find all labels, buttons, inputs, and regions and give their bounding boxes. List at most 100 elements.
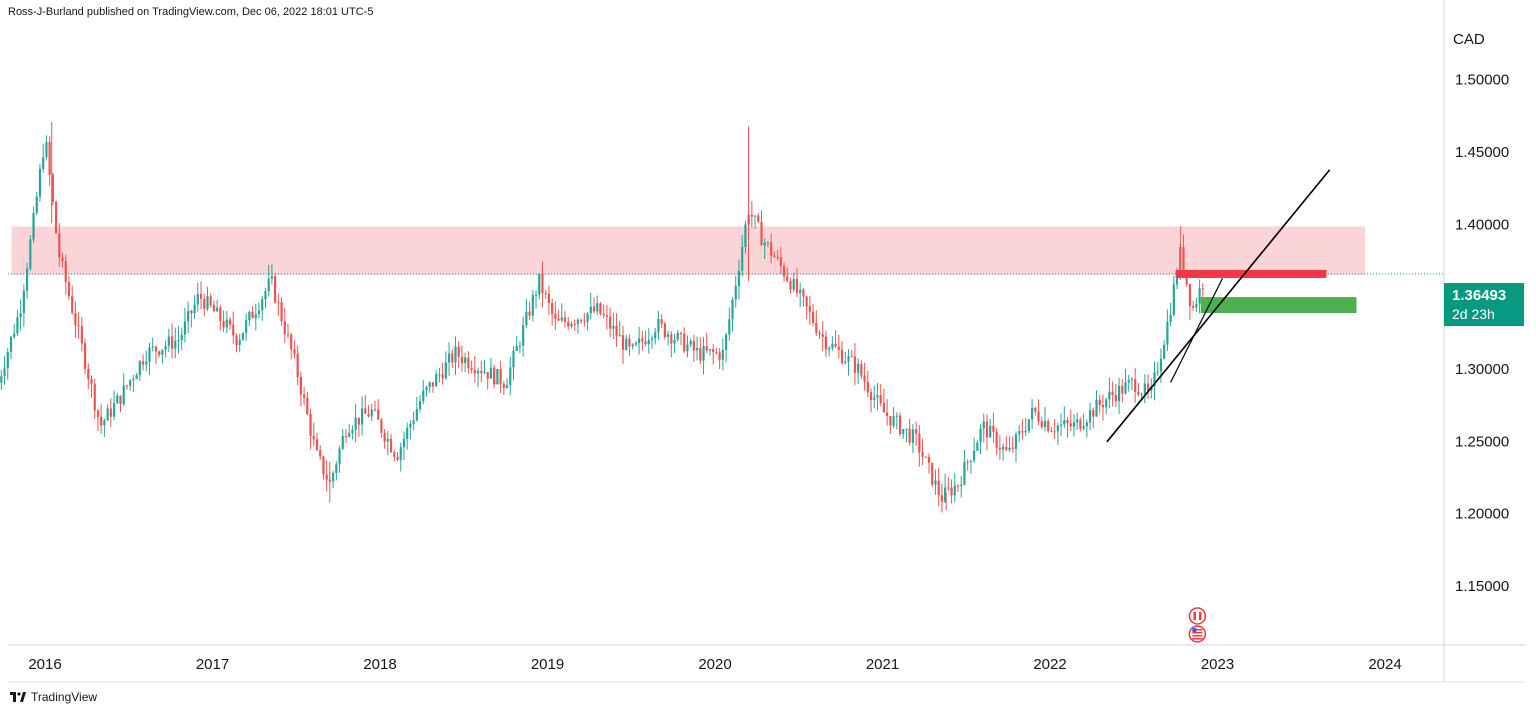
candle-body: [892, 416, 895, 426]
candle-body: [422, 390, 425, 402]
candle-body: [303, 394, 306, 398]
x-tick-label: 2022: [1033, 656, 1066, 673]
candle-body: [580, 319, 583, 322]
candle-body: [1182, 247, 1185, 273]
candle-body: [1021, 431, 1024, 433]
candle-body: [1050, 431, 1053, 433]
candle-body: [1185, 272, 1188, 285]
candle-body: [396, 456, 399, 460]
candle-body: [1069, 423, 1072, 427]
candle-body: [979, 428, 982, 443]
candle-body: [248, 311, 251, 321]
candle-body: [731, 299, 734, 320]
candle-body: [235, 335, 238, 345]
candle-body: [1002, 446, 1005, 450]
candle-body: [683, 333, 686, 352]
candle-body: [1195, 303, 1198, 308]
candle-body: [805, 296, 808, 307]
candle-body: [1146, 383, 1150, 391]
candle-body: [1005, 446, 1008, 450]
candle-body: [985, 421, 989, 438]
candle-body: [151, 346, 154, 348]
candle-body: [315, 439, 319, 450]
candle-body: [96, 410, 100, 417]
candle-body: [116, 395, 119, 404]
candle-body: [551, 303, 554, 314]
candle-body: [1079, 419, 1082, 429]
candle-body: [225, 319, 228, 328]
candle-body: [238, 339, 241, 345]
candle-body: [164, 345, 167, 350]
candle-body: [969, 460, 972, 462]
candle-body: [148, 347, 151, 362]
candle-body: [167, 336, 170, 346]
candle-body: [183, 321, 187, 335]
candle-body: [100, 416, 103, 426]
candle-body: [1169, 314, 1172, 322]
x-tick-label: 2021: [866, 656, 899, 673]
candle-body: [1011, 447, 1014, 449]
candle-body: [773, 255, 776, 258]
candle-body: [750, 214, 753, 217]
candle-body: [283, 321, 286, 335]
candle-body: [199, 294, 203, 299]
x-tick-label: 2019: [531, 656, 564, 673]
candle-body: [512, 350, 515, 368]
candle-body: [42, 157, 45, 169]
candle-body: [1111, 391, 1114, 396]
candle-body: [518, 345, 522, 347]
candle-body: [889, 416, 892, 426]
candle-body: [209, 296, 212, 306]
candle-body: [222, 321, 225, 328]
candle-body: [1172, 284, 1175, 315]
candle-body: [1124, 382, 1127, 394]
candle-body: [457, 346, 460, 357]
x-tick-label: 2023: [1201, 656, 1234, 673]
candle-body: [1076, 419, 1079, 423]
candle-body: [158, 351, 161, 355]
candle-body: [312, 436, 315, 440]
candle-body: [815, 322, 818, 333]
x-tick-label: 2020: [698, 656, 731, 673]
canada-flag-icon: [1188, 607, 1207, 625]
candle-body: [695, 348, 699, 351]
candle-body: [54, 201, 58, 234]
candle-body: [1143, 383, 1146, 395]
candle-body: [660, 319, 663, 324]
candle-body: [493, 367, 496, 385]
candle-body: [386, 438, 389, 442]
candle-body: [879, 395, 882, 403]
candle-body: [776, 257, 779, 259]
candle-body: [1024, 430, 1027, 433]
candle-body: [1085, 422, 1088, 427]
candle-body: [64, 261, 67, 283]
candle-body: [647, 339, 650, 345]
candle-body: [621, 335, 625, 350]
candle-body: [657, 319, 660, 333]
candle-body: [1192, 306, 1195, 308]
candle-body: [715, 352, 718, 354]
candle-body: [351, 429, 354, 433]
candle-body: [667, 334, 670, 338]
candle-body: [335, 464, 338, 473]
resistance-zone: [11, 226, 1365, 275]
y-tick-label: 1.25000: [1455, 433, 1509, 450]
candle-body: [145, 361, 148, 365]
candle-body: [831, 343, 834, 348]
candle-body: [1072, 422, 1076, 427]
candle-body: [261, 299, 264, 311]
candle-body: [628, 338, 631, 347]
candle-body: [122, 385, 125, 404]
tradingview-logo[interactable]: TradingView: [10, 690, 97, 704]
candle-body: [293, 349, 296, 354]
candle-body: [763, 242, 766, 246]
candle-body: [525, 311, 528, 326]
candle-body: [6, 351, 9, 369]
candle-body: [67, 282, 71, 297]
candle-body: [538, 273, 541, 295]
candle-body: [528, 311, 531, 316]
candle-body: [1175, 275, 1179, 285]
candle-body: [341, 436, 344, 449]
candle-body: [499, 369, 502, 385]
